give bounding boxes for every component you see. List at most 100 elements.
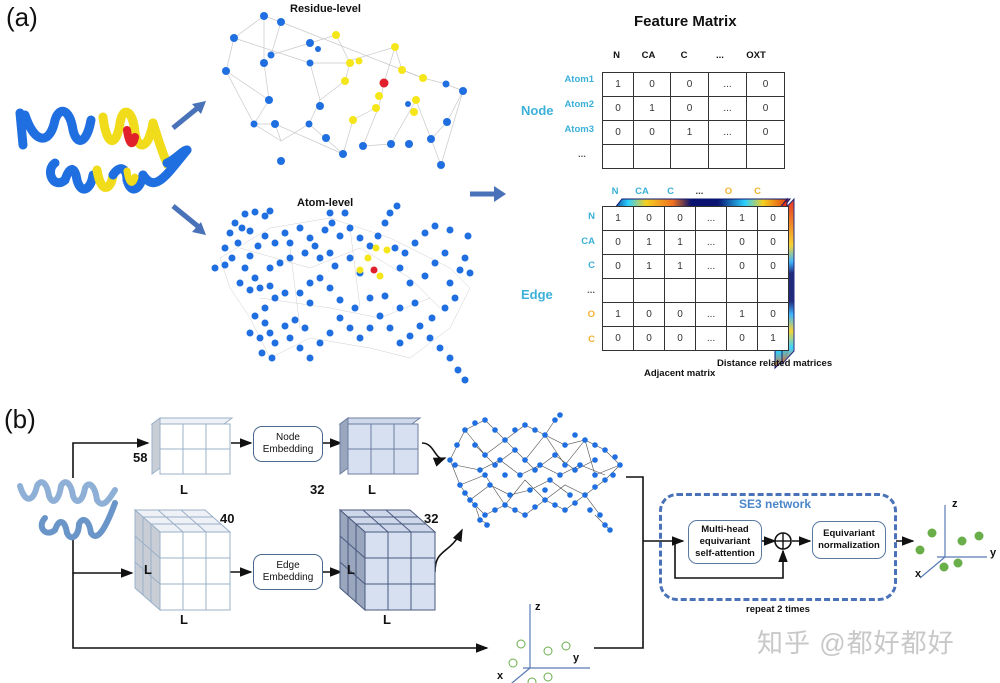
matrix-cell: 0 [633, 72, 671, 97]
node-embedding-box: Node Embedding [253, 426, 323, 462]
matrix-cell: 1 [757, 326, 789, 351]
panel-b-label: (b) [4, 404, 36, 434]
attention-label-line1: Multi-head [701, 524, 749, 536]
edge-output-height-dim: L [347, 562, 355, 577]
node-input-length-dim: L [180, 482, 188, 497]
edge-output-feature-dim: 32 [424, 511, 439, 526]
panel-a-label: (a) [6, 2, 38, 32]
edge-output-tensor [338, 508, 437, 612]
input-axis-x: x [497, 670, 504, 682]
input-axis-z: z [535, 601, 541, 613]
node-input-tensor [150, 417, 234, 475]
matrix-cell: 1 [664, 254, 696, 279]
matrix-cell: ... [708, 72, 747, 97]
matrix-cell: 0 [670, 72, 709, 97]
node-input-feature-dim: 58 [133, 450, 148, 465]
matrix-cell: 0 [602, 254, 634, 279]
edge-row-label: N [588, 211, 595, 222]
edge-input-height-dim: L [144, 562, 152, 577]
se3-network-container [659, 493, 897, 601]
matrix-cell: ... [695, 302, 727, 327]
edge-col-header: ... [695, 186, 704, 197]
protein-helix-image [15, 106, 192, 194]
normalization-label-line2: normalization [818, 540, 880, 551]
edge-input-length-dim: L [180, 612, 188, 627]
attention-label-line2: equivariant [699, 536, 751, 548]
normalization-label-line1: Equivariant [823, 528, 875, 540]
embedded-protein-graph [447, 412, 623, 533]
matrix-cell: 0 [602, 326, 634, 351]
edge-input-tensor [133, 508, 232, 612]
repeat-label: repeat 2 times [746, 604, 810, 615]
matrix-cell: 0 [726, 230, 758, 255]
node-output-length-dim: L [368, 482, 376, 497]
matrix-cell [602, 144, 634, 169]
node-col-header: OXT [746, 50, 766, 61]
se3-network-title: SE3 network [739, 497, 812, 511]
input-axis-y: y [573, 652, 580, 664]
matrix-cell: 0 [633, 326, 665, 351]
node-embedding-label-line2: Embedding [262, 444, 314, 455]
node-matrix-header: N CA C ... OXT [602, 50, 774, 61]
matrix-cell: 0 [746, 96, 785, 121]
matrix-cell [695, 278, 727, 303]
matrix-cell [757, 278, 789, 303]
edge-embedding-label-line2: Embedding [262, 572, 314, 583]
edge-adjacent-matrix: 1 0 0 ... 1 0 0 1 1 ... 0 0 0 1 1 ... 0 … [602, 206, 789, 351]
node-col-header: ... [716, 50, 724, 61]
node-row-label: Atom2 [564, 99, 594, 110]
matrix-cell: ... [708, 96, 747, 121]
matrix-cell: 1 [633, 254, 665, 279]
edge-row-label: CA [581, 235, 595, 247]
edge-label: Edge [521, 287, 553, 302]
add-circle-icon [774, 532, 792, 550]
protein-helix-image-b [17, 479, 118, 541]
arrow-to-atom-graph-icon [171, 204, 206, 235]
edge-row-label: O [587, 309, 595, 320]
edge-row-labels: N CA C ... O C [570, 207, 595, 354]
matrix-cell: 0 [602, 230, 634, 255]
adjacent-matrix-label: Adjacent matrix [644, 368, 716, 379]
matrix-cell: 0 [633, 302, 665, 327]
matrix-cell: 0 [664, 326, 696, 351]
edge-matrix-header: N CA C ... O C [602, 186, 777, 197]
matrix-cell: 0 [757, 254, 789, 279]
matrix-cell [633, 278, 665, 303]
matrix-cell [633, 144, 671, 169]
matrix-cell: 0 [746, 72, 785, 97]
edge-input-feature-dim: 40 [220, 511, 235, 526]
edge-col-header: O [724, 186, 733, 197]
edge-embedding-label-line1: Edge [276, 559, 300, 571]
node-label: Node [521, 103, 554, 118]
node-output-tensor [338, 417, 422, 475]
distance-matrices-label: Distance related matrices [717, 358, 833, 369]
edge-col-header: C [667, 186, 674, 197]
arrow-to-residue-graph-icon [171, 101, 206, 130]
node-row-label: ... [578, 149, 586, 160]
node-col-header: CA [641, 50, 656, 61]
edge-embedding-box: Edge Embedding [253, 554, 323, 590]
atom-graph-title: Atom-level [297, 197, 354, 209]
node-embedding-label-line1: Node [276, 431, 300, 443]
matrix-cell [708, 144, 747, 169]
multi-head-attention-box: Multi-head equivariant self-attention [688, 520, 762, 564]
output-axis-y: y [990, 547, 997, 559]
matrix-cell: 0 [726, 326, 758, 351]
watermark: 知乎 @都好都好 [757, 628, 955, 658]
matrix-cell: 1 [726, 302, 758, 327]
edge-output-length-dim: L [383, 612, 391, 627]
node-row-label: Atom3 [564, 124, 594, 135]
node-col-header: N [613, 50, 620, 61]
matrix-cell: 0 [757, 206, 789, 231]
equivariant-normalization-box: Equivariant normalization [812, 521, 886, 559]
edge-col-header: N [611, 186, 619, 197]
node-row-labels: Atom1 Atom2 Atom3 ... [556, 72, 594, 172]
matrix-cell [746, 144, 785, 169]
residue-level-graph [222, 12, 467, 169]
node-col-header: C [680, 50, 688, 61]
node-feature-matrix: 1 0 0 ... 0 0 1 0 ... 0 0 0 1 ... 0 [602, 72, 785, 169]
output-axis-z: z [952, 498, 958, 510]
output-axis-x: x [915, 568, 922, 580]
edge-row-label: ... [587, 284, 595, 296]
